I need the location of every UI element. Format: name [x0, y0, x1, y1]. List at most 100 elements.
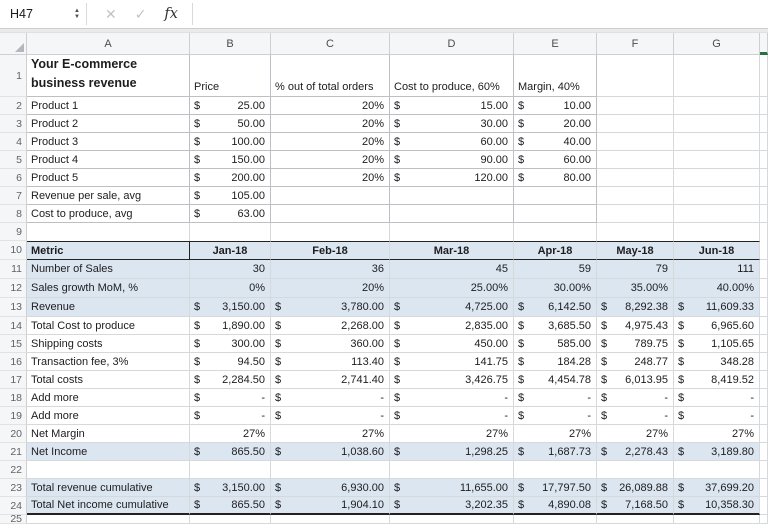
- cell-C9[interactable]: [271, 223, 390, 241]
- cell-A22[interactable]: [27, 461, 190, 479]
- confirm-icon[interactable]: ✓: [134, 6, 147, 22]
- cell-F8[interactable]: [597, 205, 674, 223]
- name-box-spinner[interactable]: ▲ ▼: [74, 8, 80, 20]
- cell-B2[interactable]: $25.00: [190, 97, 271, 115]
- cell-D19[interactable]: $ -: [390, 407, 514, 425]
- row-header-19[interactable]: 19: [0, 407, 27, 425]
- column-header-D[interactable]: D: [390, 33, 514, 55]
- cell-B18[interactable]: $ -: [190, 389, 271, 407]
- cell-A14[interactable]: Total Cost to produce: [27, 317, 190, 335]
- cell-F2[interactable]: [597, 97, 674, 115]
- cell-D6[interactable]: $120.00: [390, 169, 514, 187]
- cell-B20[interactable]: 27%: [190, 425, 271, 443]
- cell-D24[interactable]: $3,202.35: [390, 497, 514, 515]
- cell-B13[interactable]: $3,150.00: [190, 298, 271, 317]
- cell-H7-partial[interactable]: [760, 187, 768, 205]
- cell-C13[interactable]: $3,780.00: [271, 298, 390, 317]
- row-header-5[interactable]: 5: [0, 151, 27, 169]
- cell-E18[interactable]: $ -: [514, 389, 597, 407]
- cell-D4[interactable]: $60.00: [390, 133, 514, 151]
- cell-B23[interactable]: $3,150.00: [190, 479, 271, 497]
- cell-H9-partial[interactable]: [760, 223, 768, 241]
- cell-D13[interactable]: $4,725.00: [390, 298, 514, 317]
- cell-D17[interactable]: $3,426.75: [390, 371, 514, 389]
- cell-A19[interactable]: Add more: [27, 407, 190, 425]
- cell-A17[interactable]: Total costs: [27, 371, 190, 389]
- cell-G5[interactable]: [674, 151, 760, 169]
- cell-G19[interactable]: $ -: [674, 407, 760, 425]
- cell-C23[interactable]: $6,930.00: [271, 479, 390, 497]
- cell-D2[interactable]: $15.00: [390, 97, 514, 115]
- cell-F19[interactable]: $ -: [597, 407, 674, 425]
- cell-C21[interactable]: $1,038.60: [271, 443, 390, 461]
- row-header-9[interactable]: 9: [0, 223, 27, 241]
- cell-G24[interactable]: $10,358.30: [674, 497, 760, 515]
- cell-G16[interactable]: $348.28: [674, 353, 760, 371]
- cell-H18-partial[interactable]: [760, 389, 768, 407]
- cell-C25[interactable]: [271, 515, 390, 524]
- cell-B10[interactable]: Jan-18: [190, 241, 271, 260]
- cell-G7[interactable]: [674, 187, 760, 205]
- cell-E3[interactable]: $20.00: [514, 115, 597, 133]
- cell-D14[interactable]: $2,835.00: [390, 317, 514, 335]
- cell-F9[interactable]: [597, 223, 674, 241]
- cell-C4[interactable]: 20%: [271, 133, 390, 151]
- cell-B8[interactable]: $63.00: [190, 205, 271, 223]
- row-header-25[interactable]: 25: [0, 513, 27, 524]
- cell-C15[interactable]: $360.00: [271, 335, 390, 353]
- cell-D10[interactable]: Mar-18: [390, 241, 514, 260]
- formula-input[interactable]: [193, 0, 768, 28]
- cell-E17[interactable]: $4,454.78: [514, 371, 597, 389]
- cell-A3[interactable]: Product 2: [27, 115, 190, 133]
- cell-B1[interactable]: Price: [190, 55, 271, 97]
- cell-F3[interactable]: [597, 115, 674, 133]
- cell-F20[interactable]: 27%: [597, 425, 674, 443]
- row-header-21[interactable]: 21: [0, 443, 27, 461]
- cell-C6[interactable]: 20%: [271, 169, 390, 187]
- cell-A2[interactable]: Product 1: [27, 97, 190, 115]
- cell-G21[interactable]: $3,189.80: [674, 443, 760, 461]
- cell-A16[interactable]: Transaction fee, 3%: [27, 353, 190, 371]
- cell-H24-partial[interactable]: [760, 497, 768, 515]
- cell-E21[interactable]: $1,687.73: [514, 443, 597, 461]
- cell-H16-partial[interactable]: [760, 353, 768, 371]
- cell-H11-partial[interactable]: [760, 260, 768, 279]
- cell-C8[interactable]: [271, 205, 390, 223]
- cell-E8[interactable]: [514, 205, 597, 223]
- row-header-18[interactable]: 18: [0, 389, 27, 407]
- row-header-8[interactable]: 8: [0, 205, 27, 223]
- cell-A7[interactable]: Revenue per sale, avg: [27, 187, 190, 205]
- cell-H12-partial[interactable]: [760, 279, 768, 298]
- cell-B9[interactable]: [190, 223, 271, 241]
- cell-D23[interactable]: $11,655.00: [390, 479, 514, 497]
- cell-A9[interactable]: [27, 223, 190, 241]
- cell-G23[interactable]: $37,699.20: [674, 479, 760, 497]
- cell-H2-partial[interactable]: [760, 97, 768, 115]
- cell-D15[interactable]: $450.00: [390, 335, 514, 353]
- cell-D3[interactable]: $30.00: [390, 115, 514, 133]
- cell-F6[interactable]: [597, 169, 674, 187]
- cell-C10[interactable]: Feb-18: [271, 241, 390, 260]
- cell-G15[interactable]: $1,105.65: [674, 335, 760, 353]
- cell-F14[interactable]: $4,975.43: [597, 317, 674, 335]
- cell-G11[interactable]: 111: [674, 260, 760, 279]
- cell-E19[interactable]: $ -: [514, 407, 597, 425]
- row-header-3[interactable]: 3: [0, 115, 27, 133]
- cell-A13[interactable]: Revenue: [27, 298, 190, 317]
- cell-C18[interactable]: $ -: [271, 389, 390, 407]
- cell-D12[interactable]: 25.00%: [390, 279, 514, 298]
- cell-D16[interactable]: $141.75: [390, 353, 514, 371]
- cell-B24[interactable]: $865.50: [190, 497, 271, 515]
- cell-G10[interactable]: Jun-18: [674, 241, 760, 260]
- cell-B11[interactable]: 30: [190, 260, 271, 279]
- cell-G8[interactable]: [674, 205, 760, 223]
- cell-D25[interactable]: [390, 515, 514, 524]
- cell-H17-partial[interactable]: [760, 371, 768, 389]
- cell-G25[interactable]: [674, 515, 760, 524]
- row-header-16[interactable]: 16: [0, 353, 27, 371]
- cell-E10[interactable]: Apr-18: [514, 241, 597, 260]
- cell-C2[interactable]: 20%: [271, 97, 390, 115]
- cell-E7[interactable]: [514, 187, 597, 205]
- select-all-button[interactable]: [0, 33, 27, 55]
- cell-G18[interactable]: $ -: [674, 389, 760, 407]
